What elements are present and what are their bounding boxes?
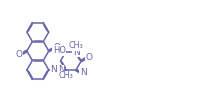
Text: N: N	[58, 65, 65, 74]
Text: O: O	[16, 50, 22, 59]
Text: HO: HO	[53, 46, 66, 55]
Text: CH₃: CH₃	[69, 41, 83, 50]
Text: N: N	[50, 65, 57, 74]
Text: N: N	[73, 48, 79, 57]
Text: O: O	[53, 43, 60, 52]
Text: O: O	[86, 53, 93, 62]
Text: N: N	[80, 68, 87, 77]
Text: CH₃: CH₃	[58, 71, 73, 80]
